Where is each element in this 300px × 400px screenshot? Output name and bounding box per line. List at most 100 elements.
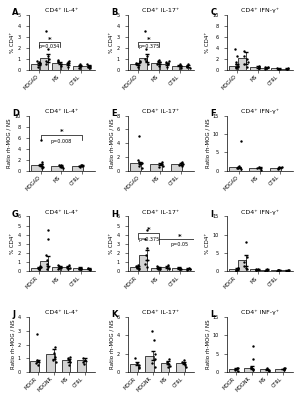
- Point: [56, 58, 61, 64]
- Point: [136, 262, 140, 268]
- Text: J: J: [12, 310, 15, 320]
- Point: [235, 266, 240, 272]
- Point: [236, 265, 241, 272]
- Point: [276, 166, 281, 172]
- Point: [167, 266, 172, 273]
- Point: [43, 28, 48, 35]
- Point: [185, 63, 190, 69]
- Point: [245, 254, 250, 260]
- Bar: [73, 268, 80, 271]
- Point: [43, 252, 48, 258]
- Bar: [77, 360, 86, 372]
- Y-axis label: % CD4⁺: % CD4⁺: [109, 32, 114, 53]
- Point: [265, 266, 269, 272]
- Point: [37, 162, 41, 168]
- Point: [242, 53, 247, 59]
- Point: [264, 267, 269, 274]
- Y-axis label: Ratio rh-MOG / NS: Ratio rh-MOG / NS: [205, 118, 210, 168]
- Point: [35, 356, 40, 363]
- Point: [233, 46, 238, 52]
- Point: [160, 161, 164, 168]
- Point: [177, 266, 182, 272]
- Text: p=0.05: p=0.05: [171, 242, 189, 247]
- Point: [164, 359, 169, 365]
- Text: *: *: [178, 234, 182, 240]
- Point: [86, 64, 91, 70]
- Point: [275, 267, 280, 274]
- Point: [36, 264, 40, 271]
- Point: [46, 46, 51, 52]
- Point: [35, 358, 40, 364]
- Point: [274, 65, 279, 71]
- Point: [79, 266, 84, 273]
- Point: [81, 355, 86, 362]
- Text: *: *: [147, 37, 151, 43]
- Point: [88, 64, 93, 71]
- Point: [41, 164, 46, 170]
- Text: B: B: [111, 8, 118, 17]
- Point: [250, 366, 255, 372]
- Point: [265, 365, 270, 372]
- Point: [146, 61, 150, 68]
- Text: p=0.034: p=0.034: [39, 44, 60, 50]
- Bar: [172, 268, 179, 271]
- Text: I: I: [210, 210, 213, 219]
- Bar: [250, 270, 258, 271]
- Y-axis label: % CD4⁺: % CD4⁺: [205, 32, 210, 53]
- Bar: [259, 270, 266, 271]
- Point: [87, 62, 92, 69]
- Bar: [31, 361, 39, 372]
- Point: [235, 164, 239, 171]
- Bar: [139, 58, 147, 70]
- Bar: [271, 270, 279, 271]
- Point: [275, 165, 280, 171]
- Point: [160, 163, 165, 169]
- Point: [53, 354, 58, 360]
- Point: [150, 360, 155, 366]
- Text: *: *: [59, 129, 63, 135]
- Point: [51, 356, 56, 363]
- Bar: [52, 63, 59, 70]
- Point: [59, 62, 64, 69]
- Point: [187, 265, 191, 271]
- Text: p=0.375: p=0.375: [138, 237, 159, 242]
- Point: [244, 64, 249, 70]
- Bar: [260, 369, 268, 372]
- Bar: [139, 255, 147, 271]
- Point: [281, 366, 286, 372]
- Point: [160, 159, 165, 166]
- Point: [176, 264, 181, 271]
- Point: [165, 360, 170, 367]
- Point: [144, 257, 149, 264]
- Point: [286, 267, 291, 274]
- Point: [234, 58, 239, 65]
- Point: [37, 59, 41, 66]
- Bar: [81, 268, 89, 271]
- Bar: [72, 166, 83, 171]
- Point: [282, 365, 286, 372]
- Point: [58, 162, 63, 168]
- Point: [37, 265, 42, 272]
- Point: [36, 362, 41, 368]
- Point: [286, 267, 290, 274]
- Point: [80, 162, 85, 169]
- Point: [135, 156, 140, 163]
- Text: K: K: [111, 310, 118, 320]
- Point: [234, 267, 239, 274]
- Point: [180, 359, 184, 365]
- Bar: [238, 260, 246, 271]
- Point: [80, 358, 85, 365]
- Point: [244, 56, 249, 62]
- Point: [77, 63, 82, 69]
- Point: [254, 267, 258, 274]
- Point: [188, 64, 192, 71]
- Title: CD4⁺ IL-17⁺: CD4⁺ IL-17⁺: [142, 310, 179, 315]
- Point: [234, 65, 239, 72]
- Bar: [130, 267, 138, 271]
- Point: [139, 160, 144, 166]
- Point: [236, 365, 240, 372]
- Point: [56, 262, 61, 268]
- Point: [143, 236, 148, 242]
- Bar: [259, 68, 266, 70]
- Point: [78, 162, 83, 168]
